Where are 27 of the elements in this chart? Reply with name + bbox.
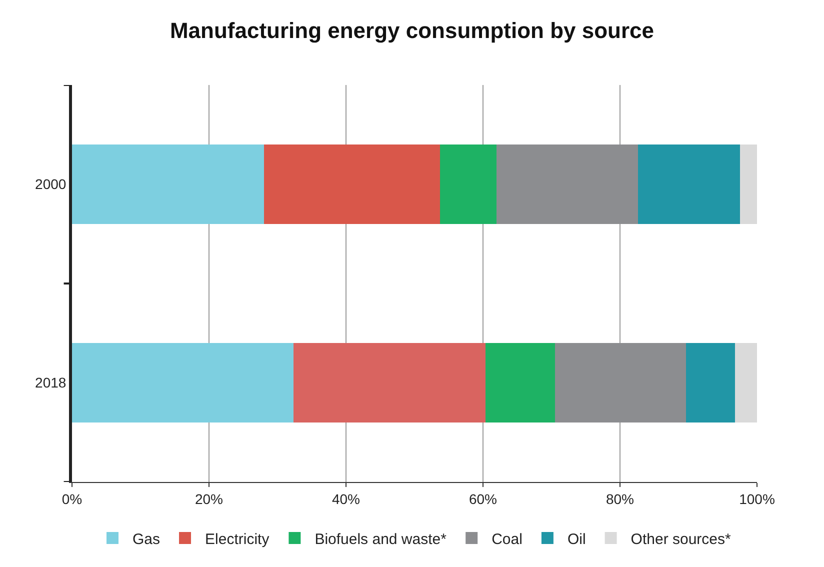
- bar: [264, 144, 440, 224]
- y-tick-label: 2018: [35, 374, 66, 391]
- bar: [638, 144, 740, 224]
- bar: [72, 343, 294, 422]
- legend-label: Gas: [132, 530, 160, 548]
- bar: [735, 343, 757, 422]
- chart-title: Manufacturing energy consumption by source: [170, 18, 654, 44]
- legend-label: Electricity: [205, 530, 270, 548]
- bar: [496, 144, 638, 224]
- legend-label: Other sources*: [630, 530, 732, 548]
- legend-label: Coal: [492, 530, 522, 548]
- bar: [72, 144, 264, 224]
- x-tick-label: 100%: [739, 490, 775, 507]
- bar: [686, 343, 736, 422]
- legend-label: Biofuels and waste*: [314, 530, 447, 548]
- x-tick-label: 80%: [606, 490, 634, 507]
- bar: [740, 144, 757, 224]
- x-tick-label: 60%: [468, 490, 498, 507]
- x-tick-label: 40%: [332, 490, 360, 507]
- y-tick-label: 2000: [35, 176, 66, 192]
- x-tick-label: 20%: [194, 490, 224, 507]
- x-tick-label: 0%: [62, 490, 82, 507]
- legend-label: Oil: [567, 530, 586, 548]
- bar: [293, 343, 486, 422]
- bar: [554, 343, 686, 422]
- bar: [440, 144, 497, 224]
- bar: [486, 343, 555, 422]
